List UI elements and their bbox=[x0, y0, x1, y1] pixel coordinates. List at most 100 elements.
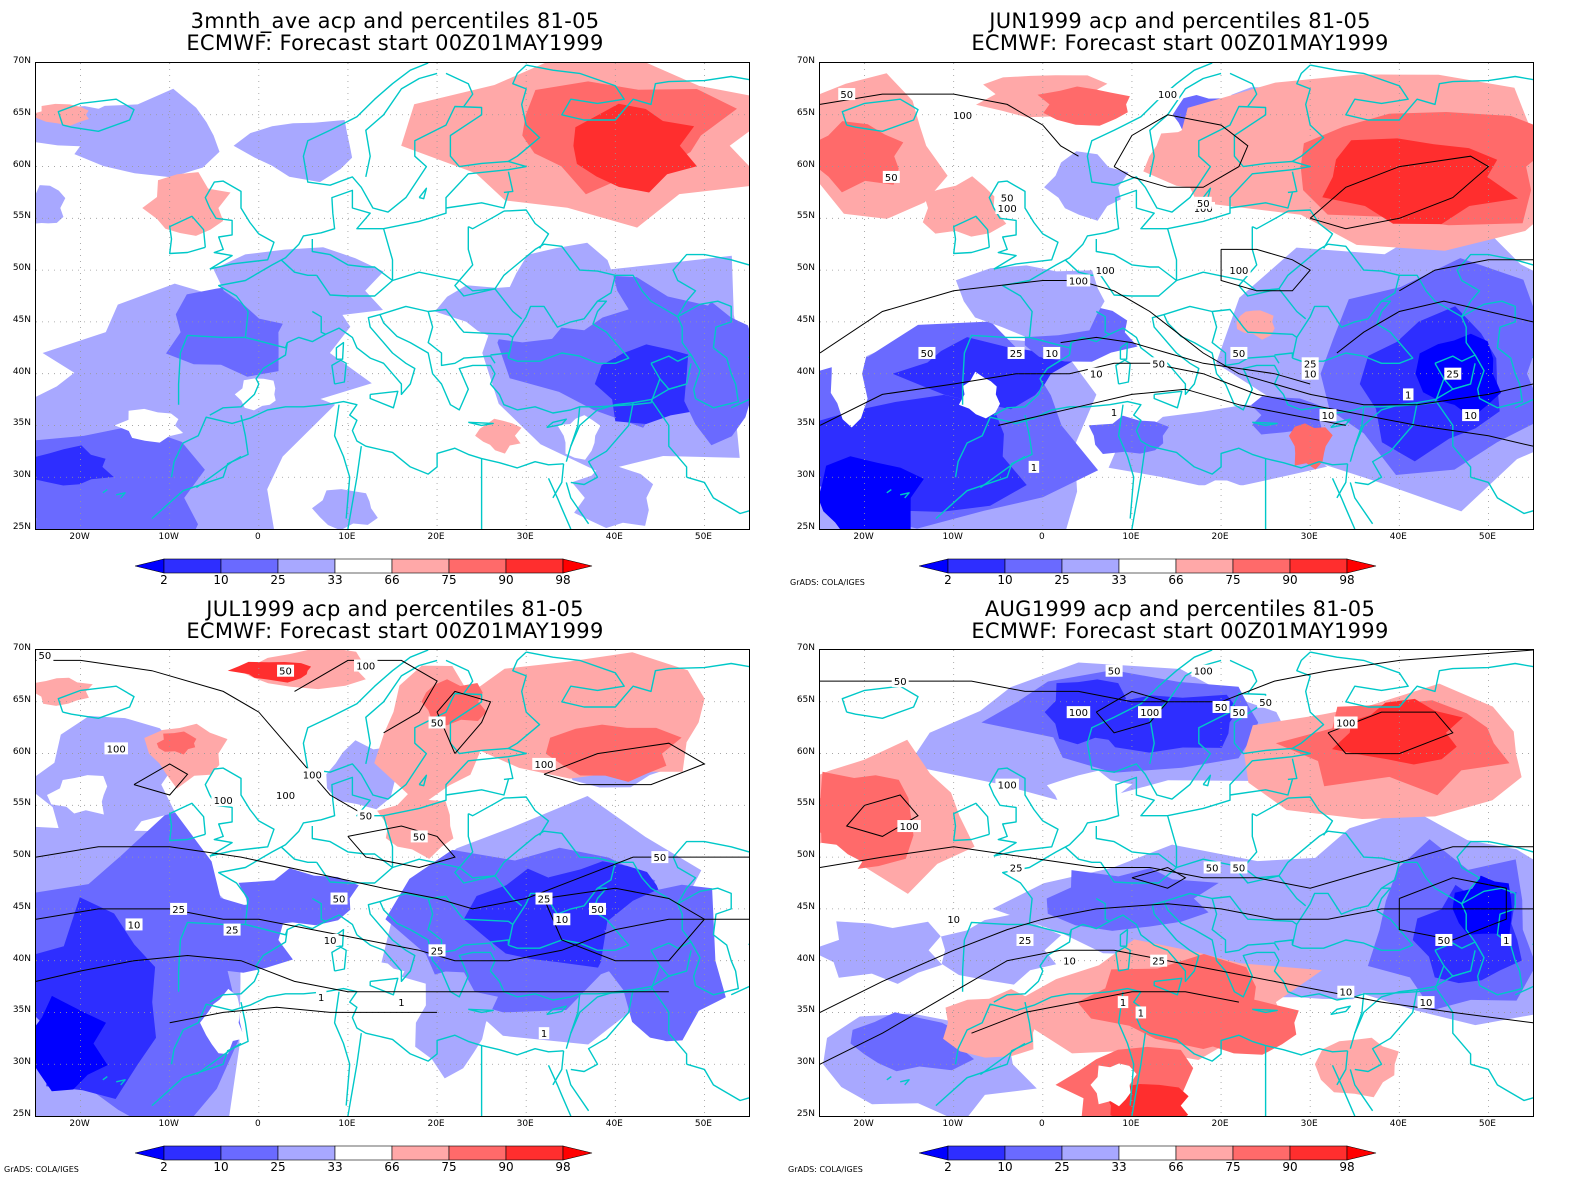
contour-label: 50 bbox=[277, 664, 295, 678]
colorbar-label: 25 bbox=[1054, 1160, 1070, 1174]
colorbar-label: 10 bbox=[213, 1160, 229, 1174]
svg-text:50: 50 bbox=[413, 832, 426, 843]
colorbar-segment bbox=[448, 1145, 507, 1161]
map-canvas: 50 50 100 100 50 100 100 100 50 50 100 10 25 50 25 10 25… bbox=[36, 650, 749, 1116]
coastline bbox=[979, 1042, 1026, 1076]
latitude-label: 50N bbox=[12, 263, 31, 274]
coastline bbox=[503, 171, 514, 194]
contour-label: 1 bbox=[1402, 388, 1414, 401]
svg-text:50: 50 bbox=[1001, 194, 1014, 205]
colorbar-label: 98 bbox=[555, 1160, 571, 1174]
coastline bbox=[169, 802, 206, 842]
colorbar-segment bbox=[947, 1145, 1006, 1161]
above-normal-area bbox=[820, 771, 914, 870]
svg-text:100: 100 bbox=[900, 822, 919, 833]
percentile-contour bbox=[36, 659, 367, 817]
map-3month-average bbox=[35, 62, 750, 530]
colorbar bbox=[918, 558, 1439, 578]
colorbar-segment bbox=[448, 558, 507, 574]
coastline bbox=[365, 72, 438, 178]
coastline bbox=[886, 1076, 892, 1081]
coastline bbox=[1310, 651, 1533, 708]
svg-text:100: 100 bbox=[1194, 667, 1213, 678]
latitude-label: 25N bbox=[796, 522, 815, 532]
coastline bbox=[445, 192, 510, 209]
coastline bbox=[311, 228, 394, 282]
contour-label: 50 bbox=[1230, 346, 1248, 360]
svg-text:50: 50 bbox=[1215, 703, 1228, 714]
coastline bbox=[1434, 941, 1476, 951]
coastline bbox=[116, 1079, 126, 1086]
contour-label: 10 bbox=[321, 933, 339, 947]
latitude-label: 50N bbox=[796, 263, 815, 274]
contour-label: 50 bbox=[1230, 706, 1248, 719]
contour-label: 1 bbox=[1028, 460, 1040, 474]
coastline bbox=[526, 64, 749, 121]
colorbar-label: 98 bbox=[1339, 573, 1355, 587]
contour-label: 1 bbox=[396, 996, 407, 1009]
longitude-label: 10E bbox=[1122, 1119, 1140, 1129]
coastline bbox=[1399, 861, 1463, 905]
longitude-label: 40E bbox=[605, 532, 623, 542]
above-normal-area bbox=[958, 371, 1000, 419]
coastline bbox=[1115, 359, 1131, 385]
longitude-label: 30E bbox=[1300, 532, 1318, 542]
svg-text:100: 100 bbox=[1069, 276, 1088, 287]
contour-label: 100 bbox=[1066, 706, 1091, 719]
above-normal-area bbox=[820, 842, 863, 905]
coastline bbox=[552, 463, 565, 499]
coastline bbox=[615, 861, 679, 905]
coastline bbox=[490, 352, 510, 359]
coastline bbox=[659, 378, 687, 390]
map-jun1999: 50 100 100 50 50 100 100 50 100 100 50 10 50 25 10 50 25… bbox=[819, 62, 1534, 530]
above-normal-area bbox=[200, 988, 245, 1055]
coastline bbox=[1229, 192, 1294, 209]
below-normal-area bbox=[415, 971, 498, 1079]
contour-label: 100 bbox=[995, 201, 1019, 215]
contour-label: 25 bbox=[1301, 357, 1319, 370]
above-normal-area bbox=[1413, 1043, 1458, 1085]
colorbar-segment bbox=[1118, 558, 1177, 574]
contour-label: 100 bbox=[273, 788, 298, 802]
svg-text:1: 1 bbox=[541, 1029, 547, 1040]
contour-label: 25 bbox=[223, 923, 241, 937]
svg-text:25: 25 bbox=[431, 946, 444, 957]
above-normal-area bbox=[1322, 138, 1519, 225]
coastline bbox=[1470, 476, 1533, 515]
svg-text:100: 100 bbox=[1229, 266, 1248, 277]
coastline bbox=[454, 226, 616, 302]
coastline bbox=[1434, 399, 1472, 478]
contour-label: 25 bbox=[1007, 861, 1025, 874]
colorbar-segment bbox=[1232, 558, 1291, 574]
svg-text:100: 100 bbox=[1158, 90, 1177, 101]
coastline bbox=[1095, 228, 1178, 282]
below-normal-area bbox=[820, 456, 924, 529]
contour-label: 50 bbox=[1230, 861, 1248, 874]
latitude-label: 30N bbox=[796, 1057, 815, 1068]
svg-text:50: 50 bbox=[431, 718, 444, 729]
latitude-label: 50N bbox=[12, 850, 31, 861]
coastline bbox=[1434, 354, 1476, 364]
colorbar-segment bbox=[163, 558, 222, 574]
colorbar-high-arrow bbox=[1346, 558, 1377, 574]
coastline bbox=[1456, 840, 1533, 905]
colorbar-label: 33 bbox=[1111, 1160, 1127, 1174]
latitude-label: 25N bbox=[12, 522, 31, 532]
latitude-label: 25N bbox=[12, 1109, 31, 1119]
svg-text:1: 1 bbox=[1503, 936, 1509, 947]
coastline bbox=[102, 489, 108, 494]
svg-text:50: 50 bbox=[894, 677, 907, 688]
colorbar-label: 66 bbox=[384, 1160, 400, 1174]
coastline bbox=[311, 897, 326, 922]
coastline bbox=[565, 1069, 590, 1112]
below-normal-area bbox=[312, 489, 378, 529]
above-normal-area bbox=[1332, 698, 1463, 765]
below-normal-area bbox=[36, 716, 183, 852]
coastline bbox=[468, 421, 494, 427]
svg-text:50: 50 bbox=[1206, 863, 1219, 874]
colorbar-segment bbox=[1061, 1145, 1120, 1161]
colorbar-high-arrow bbox=[1346, 1145, 1377, 1161]
svg-text:50: 50 bbox=[1108, 667, 1121, 678]
coastline bbox=[1163, 305, 1298, 338]
contour-label: 10 bbox=[553, 913, 571, 926]
